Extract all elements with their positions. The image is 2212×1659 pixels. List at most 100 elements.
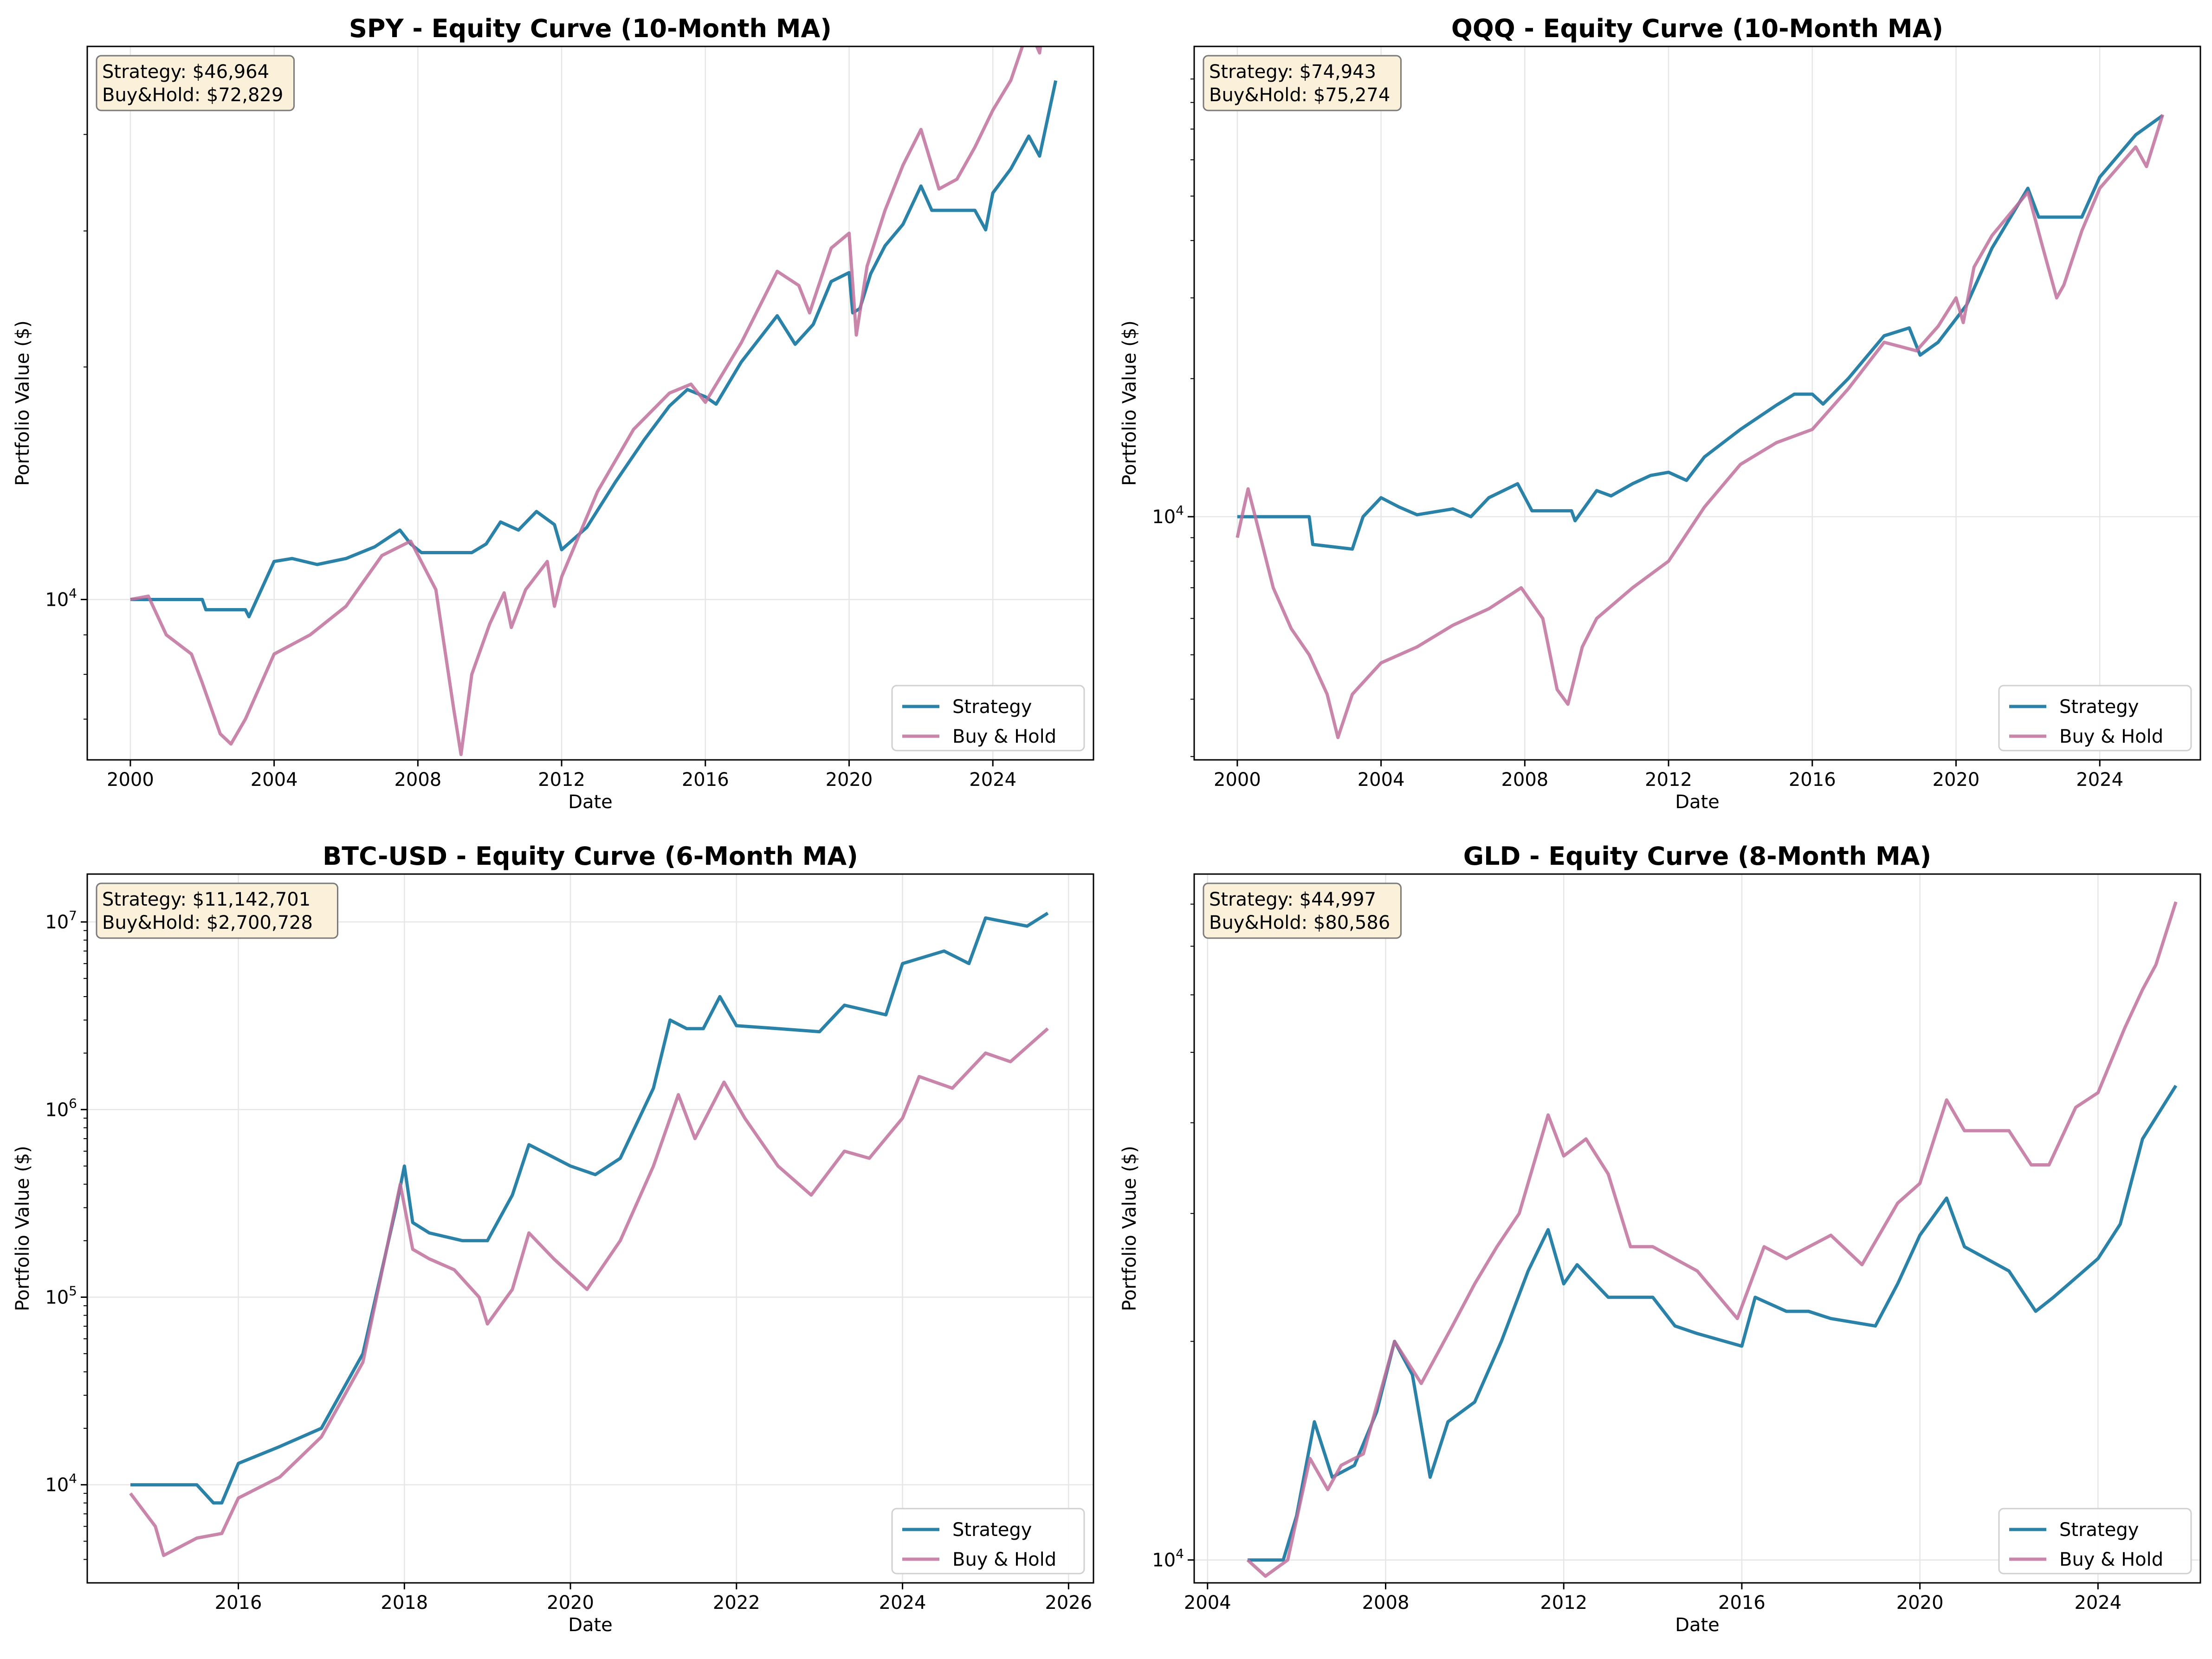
axes-frame	[86, 873, 1094, 1584]
y-tick-label: 107	[45, 908, 77, 933]
x-tick-label: 2024	[879, 1592, 926, 1614]
y-axis-label: Portfolio Value ($)	[1119, 320, 1140, 486]
y-axis-label: Portfolio Value ($)	[1119, 1146, 1140, 1311]
annotation-box	[96, 882, 338, 939]
annotation-box	[1203, 55, 1402, 111]
axes-frame	[1193, 45, 2201, 761]
y-axis-ticks: 104 105 106 107	[45, 908, 87, 1560]
axes-frame	[86, 45, 1094, 761]
annotation-buyhold: Buy&Hold: $72,829	[102, 84, 283, 106]
x-tick-label: 2022	[713, 1592, 760, 1614]
series-line-buy-hold	[1246, 901, 2178, 1578]
x-tick-label: 2016	[1789, 769, 1836, 791]
legend-label-strategy: Strategy	[2059, 696, 2139, 718]
grid-lines	[1194, 46, 2200, 760]
x-tick-label: 2004	[1358, 769, 1405, 791]
annotation-strategy: Strategy: $44,997	[1209, 889, 1376, 910]
x-tick-label: 2020	[1896, 1592, 1944, 1614]
annotation-box	[1203, 882, 1402, 939]
chart-panel-qqq: 2000 2004 2008 2012 2016 2020 2024 104 QQQ - Equ…	[1119, 14, 2201, 813]
series-line-strategy	[130, 80, 1058, 619]
x-tick-label: 2008	[394, 769, 441, 791]
series-lines	[1235, 114, 2165, 739]
y-tick-label: 104	[45, 1471, 77, 1496]
x-axis-ticks: 2004 2008 2012 2016 2020 2024	[1184, 1583, 2121, 1614]
annotation-strategy: Strategy: $46,964	[102, 61, 269, 83]
legend: Strategy Buy & Hold	[891, 1508, 1085, 1575]
x-tick-label: 2012	[1645, 769, 1692, 791]
x-tick-label: 2024	[2074, 1592, 2121, 1614]
series-line-strategy	[1248, 1084, 2178, 1562]
axes-frame	[1193, 873, 2201, 1584]
y-tick-label: 106	[45, 1095, 77, 1121]
x-tick-label: 2000	[107, 769, 154, 791]
x-tick-label: 2018	[381, 1592, 428, 1614]
chart-panel-spy: 2000 2004 2008 2012 2016 2020 2024 104 SPY - Equ…	[12, 14, 1094, 813]
annotation-buyhold: Buy&Hold: $75,274	[1209, 84, 1390, 106]
x-tick-label: 2000	[1214, 769, 1261, 791]
x-axis-ticks: 2000 2004 2008 2012 2016 2020 2024	[107, 760, 1016, 791]
series-lines	[130, 46, 1058, 756]
legend-label-strategy: Strategy	[2059, 1519, 2139, 1541]
annotation-buyhold: Buy&Hold: $2,700,728	[102, 912, 313, 933]
series-line-buy-hold	[129, 1027, 1049, 1557]
legend: Strategy Buy & Hold	[891, 685, 1085, 752]
y-axis-ticks: 104	[1152, 78, 1194, 757]
legend-label-strategy: Strategy	[952, 1519, 1032, 1541]
x-axis-ticks: 2000 2004 2008 2012 2016 2020 2024	[1214, 760, 2123, 791]
chart-title: GLD - Equity Curve (8-Month MA)	[1463, 842, 1931, 871]
series-line-strategy	[130, 912, 1049, 1505]
series-line-buy-hold	[1235, 114, 2165, 739]
x-axis-label: Date	[568, 791, 613, 813]
x-tick-label: 2016	[1718, 1592, 1766, 1614]
y-axis-ticks: 104	[1152, 903, 1194, 1571]
legend-label-strategy: Strategy	[952, 696, 1032, 718]
x-tick-label: 2004	[1184, 1592, 1231, 1614]
annotation-strategy: Strategy: $11,142,701	[102, 889, 310, 910]
series-lines	[1246, 901, 2178, 1578]
x-tick-label: 2020	[1933, 769, 1980, 791]
legend: Strategy Buy & Hold	[1998, 1508, 2192, 1575]
legend-label-buy-hold: Buy & Hold	[952, 726, 1056, 747]
x-tick-label: 2016	[215, 1592, 262, 1614]
x-tick-label: 2012	[1540, 1592, 1587, 1614]
grid-lines	[87, 874, 1093, 1583]
legend-frame	[1998, 685, 2192, 752]
grid-lines	[87, 46, 1093, 760]
series-lines	[129, 912, 1049, 1557]
x-axis-label: Date	[568, 1614, 613, 1636]
x-axis-label: Date	[1675, 1614, 1720, 1636]
legend-frame	[1998, 1508, 2192, 1575]
x-axis-label: Date	[1675, 791, 1720, 813]
legend-frame	[891, 1508, 1085, 1575]
x-tick-label: 2024	[2076, 769, 2123, 791]
chart-title: BTC-USD - Equity Curve (6-Month MA)	[323, 842, 858, 871]
y-axis-label: Portfolio Value ($)	[12, 1146, 33, 1311]
series-line-strategy	[1237, 114, 2164, 551]
chart-panel-gld: 2004 2008 2012 2016 2020 2024 104 GLD - Equity …	[1119, 842, 2201, 1636]
x-tick-label: 2020	[826, 769, 873, 791]
grid-lines	[1194, 874, 2200, 1583]
y-tick-label: 104	[1152, 503, 1184, 528]
x-tick-label: 2020	[547, 1592, 594, 1614]
chart-panel-btc: 2016 2018 2020 2022 2024 2026 104 105 106 107 BTC-…	[12, 842, 1094, 1636]
series-line-buy-hold	[130, 46, 1042, 756]
x-tick-label: 2008	[1362, 1592, 1410, 1614]
legend-frame	[891, 685, 1085, 752]
x-tick-label: 2012	[538, 769, 585, 791]
chart-title: SPY - Equity Curve (10-Month MA)	[349, 14, 832, 43]
legend-label-buy-hold: Buy & Hold	[952, 1549, 1056, 1570]
legend-label-buy-hold: Buy & Hold	[2059, 726, 2163, 747]
y-axis-ticks: 104	[45, 134, 87, 720]
legend: Strategy Buy & Hold	[1998, 685, 2192, 752]
chart-title: QQQ - Equity Curve (10-Month MA)	[1451, 14, 1943, 43]
x-axis-ticks: 2016 2018 2020 2022 2024 2026	[215, 1583, 1092, 1614]
annotation-strategy: Strategy: $74,943	[1209, 61, 1376, 83]
x-tick-label: 2016	[682, 769, 729, 791]
